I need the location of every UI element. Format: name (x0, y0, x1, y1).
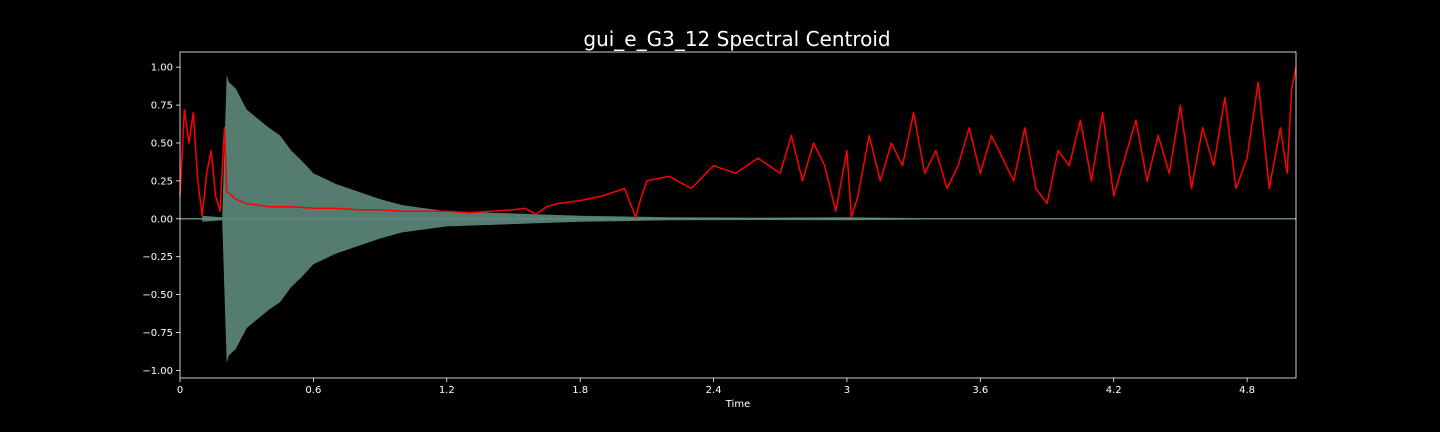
y-tick-label: 0.50 (151, 138, 173, 149)
plot-area (179, 67, 1297, 363)
y-tick-label: 1.00 (151, 63, 173, 74)
y-tick-label: 0.25 (151, 176, 173, 187)
x-tick-label: 1.2 (439, 385, 455, 396)
centroid-series-line (179, 67, 1297, 219)
x-tick-label: 3.6 (972, 385, 988, 396)
x-tick-label: 1.8 (572, 385, 588, 396)
y-tick-label: −0.25 (142, 252, 173, 263)
y-tick-label: 0.75 (151, 101, 173, 112)
x-tick-label: 2.4 (706, 385, 722, 396)
y-tick-label: −0.75 (142, 328, 173, 339)
y-tick-label: 0.00 (151, 214, 173, 225)
y-tick-label: −1.00 (142, 366, 173, 377)
chart-title: gui_e_G3_12 Spectral Centroid (583, 27, 890, 51)
x-axis-label: Time (725, 399, 750, 410)
y-axis: 1.00 0.75 0.50 0.25 0.00 −0.25 −0.50 −0.75 −1.00 (142, 63, 180, 377)
x-tick-label: 0.6 (305, 385, 321, 396)
y-tick-label: −0.50 (142, 290, 173, 301)
x-tick-label: 3 (844, 385, 850, 396)
x-axis: 0 0.6 1.2 1.8 2.4 3 3.6 4.2 4.8 (177, 378, 1255, 396)
axes-frame (179, 51, 1297, 379)
x-tick-label: 0 (177, 385, 183, 396)
x-tick-label: 4.8 (1239, 385, 1255, 396)
x-tick-label: 4.2 (1106, 385, 1122, 396)
